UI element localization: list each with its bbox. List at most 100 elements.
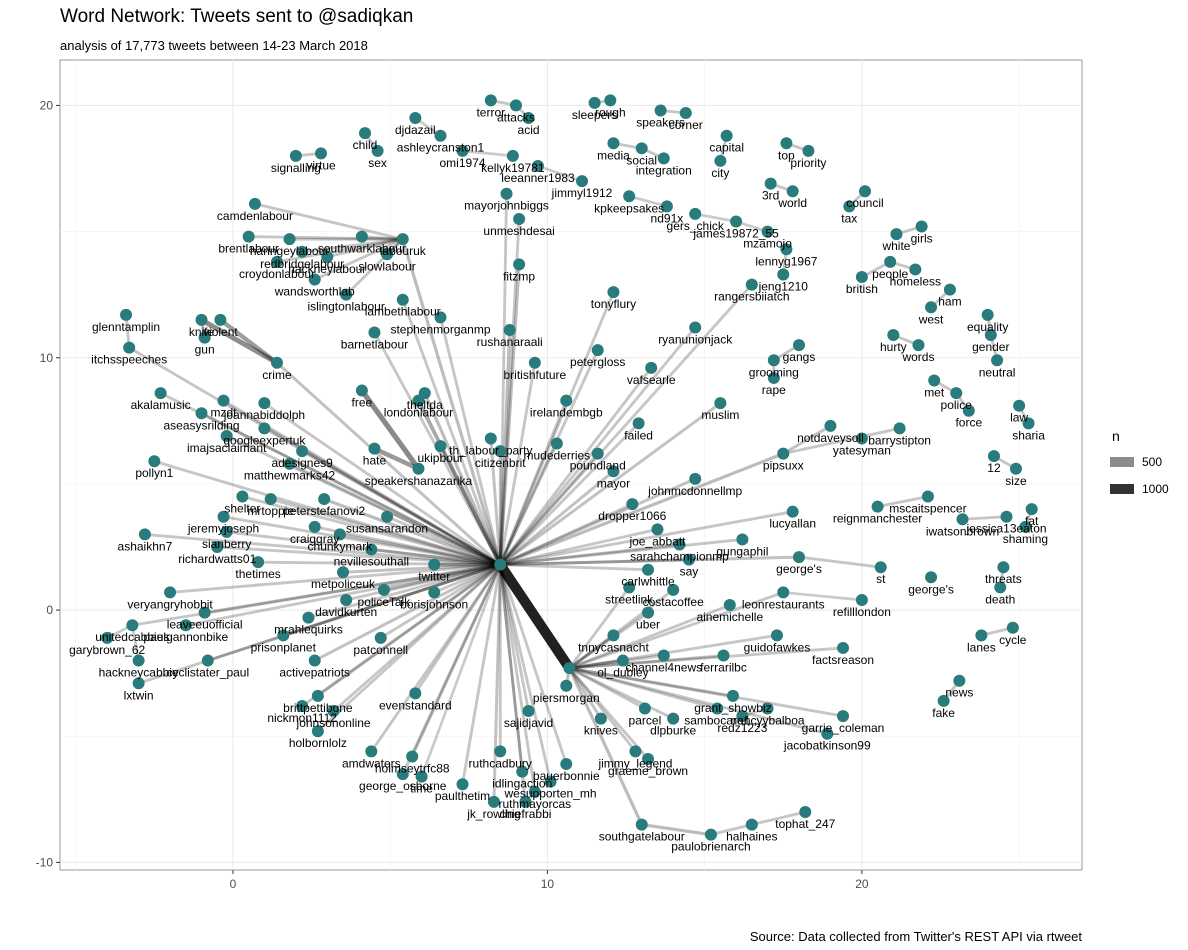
node-point <box>506 149 519 162</box>
node-point <box>717 649 730 662</box>
node-point <box>657 649 670 662</box>
node-label: factsreason <box>812 653 874 667</box>
edge <box>401 563 502 776</box>
node-label: hackneycabbie <box>99 666 179 680</box>
node-point <box>953 674 966 687</box>
node-label: southwarklabour <box>318 242 406 256</box>
edge <box>300 563 502 708</box>
edge <box>215 545 502 567</box>
node-point <box>126 619 139 632</box>
node-label: child <box>353 138 378 152</box>
node-label: channel4news <box>625 661 702 675</box>
node-point <box>623 190 636 203</box>
node-point <box>296 445 309 458</box>
node-label: dropper1066 <box>598 509 666 523</box>
node-label: wandsworthlab <box>274 285 355 299</box>
node-label: paulobrienarch <box>671 840 750 854</box>
node-point <box>991 354 1004 367</box>
node-point <box>821 727 834 740</box>
node-point <box>296 699 309 712</box>
node-point <box>893 422 906 435</box>
node-label: ashaikhn7 <box>118 539 173 553</box>
node-point <box>308 654 321 667</box>
node-label: james19872_55 <box>692 226 779 240</box>
edge <box>382 563 502 592</box>
node-label: islingtonlabour <box>307 300 384 314</box>
source-caption: Source: Data collected from Twitter's RE… <box>749 929 1082 944</box>
edge <box>567 633 615 670</box>
edge <box>461 149 515 158</box>
node-label: 3rd <box>762 189 779 203</box>
node-label: brittpettibone <box>283 701 353 715</box>
edge <box>316 563 502 698</box>
node-label: richardwatts01 <box>178 552 256 566</box>
edge <box>498 262 521 567</box>
edge <box>498 563 530 713</box>
node-point <box>1022 417 1035 430</box>
edge <box>143 532 502 567</box>
node-label: holbornlolz <box>289 736 347 750</box>
node-label: tax <box>841 211 857 225</box>
node-point <box>220 525 233 538</box>
node-point <box>236 490 249 503</box>
node-label: 12 <box>987 461 1001 475</box>
node-label: knives <box>584 724 618 738</box>
edge <box>750 810 807 827</box>
edge <box>300 449 502 567</box>
edge <box>567 666 644 827</box>
edge <box>498 527 659 567</box>
edge <box>567 666 637 753</box>
node-label: george's <box>908 582 954 596</box>
node-label: glenntamplin <box>92 320 160 334</box>
node-label: evenstandard <box>379 698 452 712</box>
node-point <box>487 795 500 808</box>
legend-entry-500: 500 <box>1110 455 1162 469</box>
node-point <box>434 440 447 453</box>
node-label: homeless <box>890 274 941 288</box>
node-label: signalling <box>271 161 321 175</box>
node-point <box>1013 399 1026 412</box>
node-label: wesupporten_mh <box>504 787 597 801</box>
node-point <box>522 705 535 718</box>
node-point <box>638 702 651 715</box>
node-label: camdenlabour <box>217 209 293 223</box>
node-label: free <box>352 396 373 410</box>
node-label: labouruk <box>380 244 427 258</box>
node-point <box>340 594 353 606</box>
edge <box>275 361 502 567</box>
legend-entry-1000: 1000 <box>1110 482 1169 496</box>
node-point <box>780 137 793 150</box>
node-label: carlwhittle <box>621 575 675 589</box>
node-point <box>428 586 441 599</box>
node-point <box>377 583 390 596</box>
node-point <box>522 112 535 125</box>
node-point <box>607 286 620 299</box>
node-point <box>409 687 422 700</box>
node-point <box>767 371 780 384</box>
edge <box>498 192 508 567</box>
node-point <box>855 594 868 606</box>
node-point <box>513 212 526 225</box>
node-point <box>198 606 211 619</box>
node-label: nancyybalboa <box>731 714 805 728</box>
edge <box>498 563 552 784</box>
edge <box>498 399 568 567</box>
node-point <box>456 778 469 791</box>
legend-label: 1000 <box>1142 482 1169 496</box>
node-point <box>780 243 793 256</box>
edge <box>341 563 502 574</box>
node-label: media <box>597 148 630 162</box>
edge <box>498 217 521 567</box>
node-point <box>921 490 934 503</box>
node-label: mayor <box>597 476 630 490</box>
node-point <box>802 144 815 157</box>
y-tick-label: 10 <box>40 351 54 365</box>
node-label: council <box>846 196 883 210</box>
node-label: nickmon1112 <box>267 711 337 725</box>
node-label: law <box>1010 411 1028 425</box>
edge <box>567 666 845 718</box>
node-label: knife <box>189 325 215 339</box>
node-point <box>296 245 309 258</box>
node-point <box>258 422 271 435</box>
node-label: sajidjavid <box>504 716 553 730</box>
